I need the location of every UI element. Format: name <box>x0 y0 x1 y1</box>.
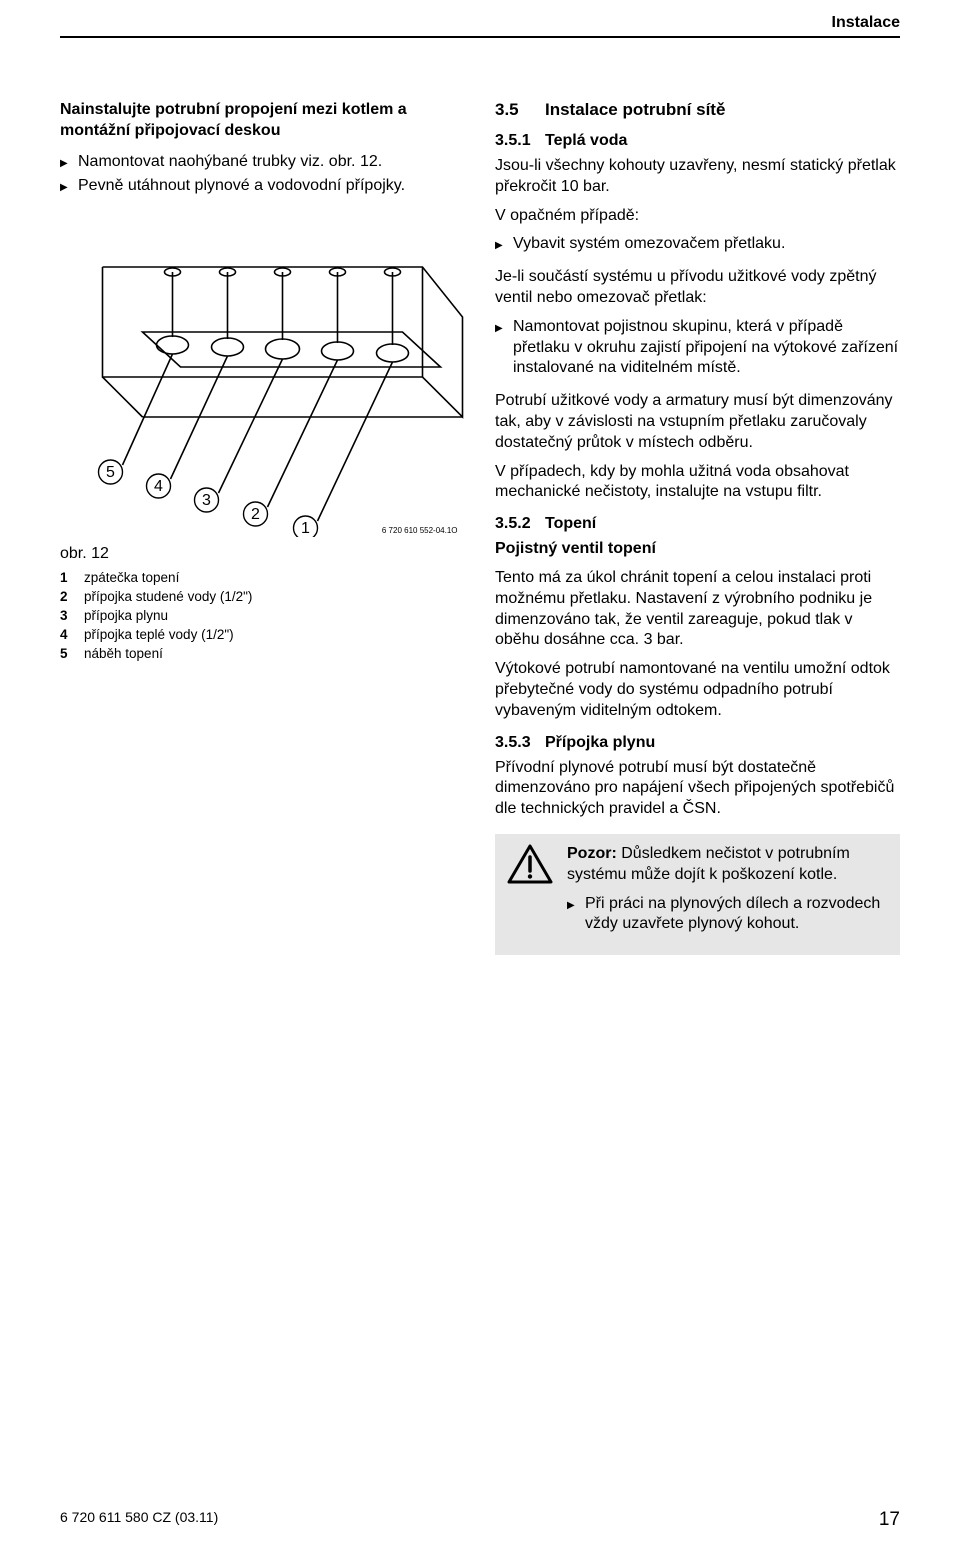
h4-text: Teplá voda <box>545 132 627 149</box>
right-column: 3.5Instalace potrubní sítě 3.5.1Teplá vo… <box>495 100 900 955</box>
figure-legend: 1zpátečka topení 2přípojka studené vody … <box>60 569 465 663</box>
legend-num: 4 <box>60 626 84 645</box>
legend-num: 2 <box>60 588 84 607</box>
h4-text: Topení <box>545 515 596 532</box>
heading-3-5-3: 3.5.3Přípojka plynu <box>495 734 900 752</box>
list-item: Vybavit systém omezovačem přetlaku. <box>495 234 900 255</box>
callout-text: Pozor: Důsledkem nečistot v potrubním sy… <box>567 844 888 945</box>
para: Jsou-li všechny kohouty uzavřeny, nesmí … <box>495 156 900 198</box>
warning-icon <box>507 844 553 884</box>
legend-text: přípojka studené vody (1/2") <box>84 588 252 607</box>
left-lead: Nainstalujte potrubní propojení mezi kot… <box>60 100 465 142</box>
list-item: Namontovat pojistnou skupinu, která v př… <box>495 317 900 379</box>
h4-num: 3.5.1 <box>495 132 545 150</box>
legend-row: 2přípojka studené vody (1/2") <box>60 588 465 607</box>
page-footer: 6 720 611 580 CZ (03.11) 17 <box>60 1509 900 1531</box>
callout-bullets: Při práci na plynových dílech a rozvodec… <box>567 894 888 936</box>
legend-text: přípojka plynu <box>84 607 168 626</box>
list-item: Při práci na plynových dílech a rozvodec… <box>567 894 888 936</box>
svg-text:2: 2 <box>251 506 260 523</box>
figure-code-svg: 6 720 610 552-04.1O <box>382 526 458 535</box>
bullet-list: Vybavit systém omezovačem přetlaku. <box>495 234 900 255</box>
list-item: Namontovat naohýbané trubky viz. obr. 12… <box>60 152 465 173</box>
figure-svg: 5 4 3 2 1 6 720 610 552-04.1O <box>60 227 465 537</box>
svg-text:1: 1 <box>301 520 310 537</box>
h4-num: 3.5.2 <box>495 515 545 533</box>
legend-num: 1 <box>60 569 84 588</box>
heading-3-5-1: 3.5.1Teplá voda <box>495 132 900 150</box>
bullet-list: Namontovat pojistnou skupinu, která v př… <box>495 317 900 379</box>
h4-text: Přípojka plynu <box>545 734 655 751</box>
para: Přívodní plynové potrubí musí být dostat… <box>495 758 900 820</box>
page-section-header: Instalace <box>832 14 900 32</box>
callout-label: Pozor: <box>567 845 617 862</box>
content-columns: Nainstalujte potrubní propojení mezi kot… <box>60 100 900 955</box>
left-column: Nainstalujte potrubní propojení mezi kot… <box>60 100 465 955</box>
svg-text:4: 4 <box>154 478 163 495</box>
legend-num: 3 <box>60 607 84 626</box>
footer-page-number: 17 <box>879 1509 900 1531</box>
warning-callout: Pozor: Důsledkem nečistot v potrubním sy… <box>495 834 900 955</box>
figure-label: obr. 12 <box>60 545 465 563</box>
h3-text: Instalace potrubní sítě <box>545 100 725 119</box>
para: Potrubí užitkové vody a armatury musí bý… <box>495 391 900 453</box>
subheading: Pojistný ventil topení <box>495 539 900 560</box>
footer-doc-code: 6 720 611 580 CZ (03.11) <box>60 1509 218 1531</box>
legend-text: zpátečka topení <box>84 569 179 588</box>
legend-row: 3přípojka plynu <box>60 607 465 626</box>
h3-num: 3.5 <box>495 100 545 120</box>
header-rule <box>60 36 900 38</box>
legend-num: 5 <box>60 645 84 664</box>
figure-row: 5 4 3 2 1 6 720 610 552-04.1O <box>60 227 465 537</box>
h4-num: 3.5.3 <box>495 734 545 752</box>
left-bullets-1: Namontovat naohýbané trubky viz. obr. 12… <box>60 152 465 198</box>
legend-row: 4přípojka teplé vody (1/2") <box>60 626 465 645</box>
list-item: Pevně utáhnout plynové a vodovodní přípo… <box>60 176 465 197</box>
legend-row: 5náběh topení <box>60 645 465 664</box>
svg-text:5: 5 <box>106 464 115 481</box>
figure-12: 5 4 3 2 1 6 720 610 552-04.1O obr. 12 1z… <box>60 227 465 663</box>
para: Je-li součástí systému u přívodu užitkov… <box>495 267 900 309</box>
para: V opačném případě: <box>495 206 900 227</box>
legend-text: náběh topení <box>84 645 163 664</box>
para: V případech, kdy by mohla užitná voda ob… <box>495 462 900 504</box>
heading-3-5-2: 3.5.2Topení <box>495 515 900 533</box>
legend-row: 1zpátečka topení <box>60 569 465 588</box>
svg-text:3: 3 <box>202 492 211 509</box>
legend-text: přípojka teplé vody (1/2") <box>84 626 234 645</box>
callout-line1: Pozor: Důsledkem nečistot v potrubním sy… <box>567 844 888 886</box>
para: Výtokové potrubí namontované na ventilu … <box>495 659 900 721</box>
heading-3-5: 3.5Instalace potrubní sítě <box>495 100 900 120</box>
para: Tento má za úkol chránit topení a celou … <box>495 568 900 651</box>
